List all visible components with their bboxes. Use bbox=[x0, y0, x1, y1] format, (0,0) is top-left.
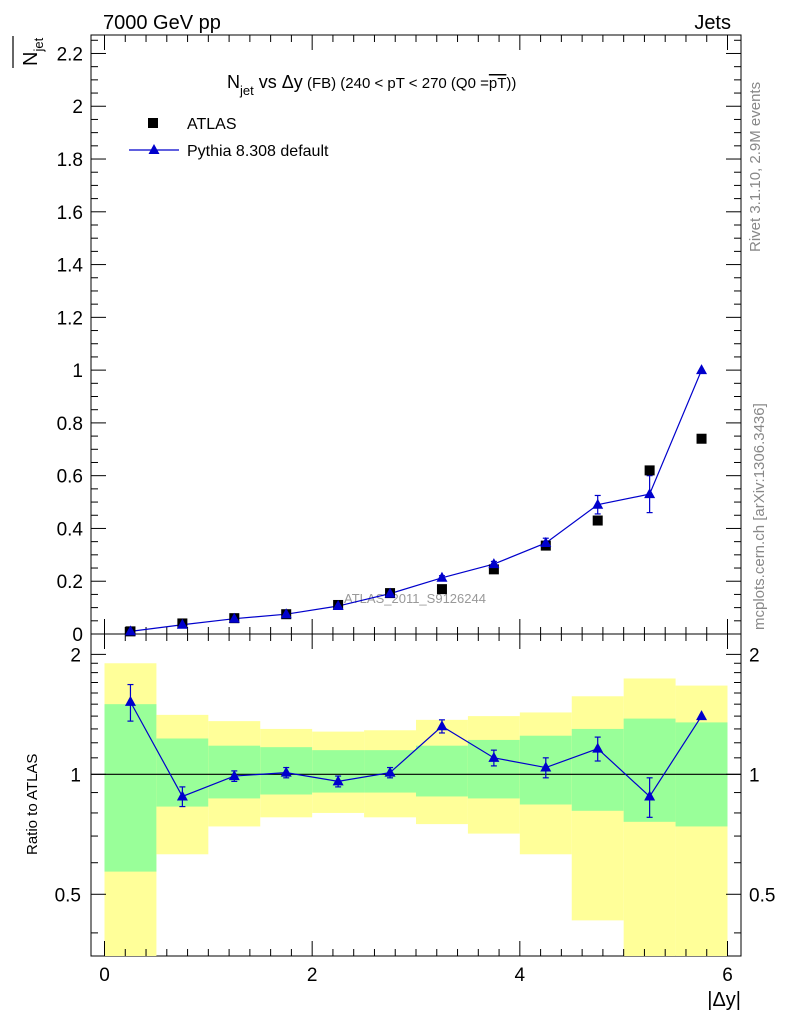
ratio-mc-point bbox=[644, 790, 656, 801]
upper-y-tick-label: 0 bbox=[72, 625, 83, 646]
mc-point bbox=[592, 498, 604, 509]
title-n: N bbox=[227, 72, 240, 92]
x-tick-label: 6 bbox=[722, 965, 733, 986]
title-fb: (FB) bbox=[303, 75, 341, 92]
legend-mc-marker bbox=[148, 144, 160, 154]
mc-point bbox=[644, 488, 656, 499]
upper-y-tick-label: 0.6 bbox=[57, 467, 83, 488]
legend-mc-label: Pythia 8.308 default bbox=[187, 143, 329, 160]
ratio-y-tick-label-left: 2 bbox=[70, 645, 81, 666]
title-over-pt: pT bbox=[489, 75, 507, 92]
upper-y-tick-label: 2 bbox=[72, 97, 83, 118]
ratio-y-tick-label-right: 0.5 bbox=[749, 885, 775, 906]
mc-point bbox=[124, 625, 136, 636]
mc-point bbox=[384, 587, 396, 598]
legend: ATLAS Pythia 8.308 default bbox=[129, 116, 329, 160]
title-cuts: (240 < pT < 270 (Q0 = bbox=[340, 75, 489, 92]
mc-point bbox=[280, 608, 292, 619]
ratio-mc-point bbox=[124, 695, 136, 706]
atlas-data-point bbox=[436, 584, 447, 595]
x-tick-label: 4 bbox=[515, 965, 526, 986]
category-label: Jets bbox=[694, 12, 731, 34]
mc-point bbox=[696, 364, 708, 375]
upper-y-tick-label: 1.6 bbox=[57, 203, 83, 224]
mc-point bbox=[488, 558, 500, 569]
x-axis-label: |Δy| bbox=[707, 989, 741, 1011]
upper-y-tick-label: 0.4 bbox=[57, 519, 84, 540]
ratio-mc-point bbox=[332, 775, 344, 786]
mc-point bbox=[228, 612, 240, 623]
legend-data-marker bbox=[148, 118, 158, 128]
ratio-mc-point bbox=[488, 751, 500, 762]
title-jet-sub: jet bbox=[239, 83, 254, 98]
ratio-band-inner bbox=[467, 739, 520, 799]
ratio-band-inner bbox=[416, 745, 468, 797]
title-delta-y: Δy bbox=[282, 72, 303, 92]
ratio-band-inner bbox=[104, 704, 157, 872]
mc-point bbox=[176, 618, 188, 629]
upper-y-label-n: Njet bbox=[20, 37, 46, 66]
upper-y-tick-label: 1.8 bbox=[57, 150, 83, 171]
atlas-data-point bbox=[488, 564, 499, 575]
x-tick-label: 2 bbox=[307, 965, 318, 986]
upper-y-tick-label: 1 bbox=[72, 361, 83, 382]
ratio-y-label: Ratio to ATLAS bbox=[24, 754, 41, 855]
mc-point bbox=[436, 571, 448, 582]
ratio-y-tick-label-right: 1 bbox=[749, 765, 760, 786]
title-vs: vs bbox=[254, 72, 282, 92]
ratio-mc-point bbox=[696, 710, 708, 721]
upper-y-tick-label: 0.2 bbox=[57, 572, 83, 593]
title-close: )) bbox=[506, 75, 516, 92]
ratio-axes: 0.5 0.5 1 1 2 2 0 2 4 6 bbox=[55, 634, 775, 986]
upper-series bbox=[124, 364, 708, 637]
ratio-mc-point bbox=[228, 770, 240, 781]
analysis-watermark: ATLAS_2011_S9126244 bbox=[344, 591, 486, 606]
ratio-mc-point bbox=[176, 790, 188, 801]
atlas-data-point bbox=[644, 465, 655, 476]
upper-y-label: Njet bbox=[20, 37, 46, 66]
rivet-label: Rivet 3.1.10, 2.9M events bbox=[747, 82, 764, 252]
ratio-mc-point bbox=[384, 766, 396, 777]
upper-y-tick-label: 2.2 bbox=[57, 44, 83, 65]
upper-y-tick-label: 0.8 bbox=[57, 414, 83, 435]
mcplots-label: mcplots.cern.ch [arXiv:1306.3436] bbox=[751, 403, 768, 630]
ratio-series bbox=[124, 683, 708, 818]
ratio-mc-line bbox=[129, 701, 703, 798]
ratio-mc-point bbox=[592, 742, 604, 753]
ratio-mc-point bbox=[436, 720, 448, 731]
ratio-y-tick-label-right: 2 bbox=[749, 645, 760, 666]
mc-point bbox=[332, 600, 344, 611]
energy-label: 7000 GeV pp bbox=[103, 12, 221, 34]
plot-title: Njet vs Δy (FB) (240 < pT < 270 (Q0 =pT)… bbox=[227, 72, 516, 98]
x-tick-label: 0 bbox=[99, 965, 110, 986]
ratio-mc-point bbox=[280, 766, 292, 777]
legend-data-label: ATLAS bbox=[187, 116, 237, 133]
ratio-mc-point bbox=[540, 761, 552, 772]
ratio-y-tick-label-left: 0.5 bbox=[55, 885, 81, 906]
upper-axes: 0 0.2 0.4 0.6 0.8 1 1.2 1.4 1.6 1.8 2 2.2 bbox=[57, 35, 741, 646]
upper-y-tick-label: 1.2 bbox=[57, 308, 83, 329]
atlas-data-point bbox=[696, 433, 707, 444]
ratio-bands bbox=[104, 663, 728, 956]
mc-point bbox=[540, 536, 552, 547]
upper-y-tick-label: 1.4 bbox=[57, 256, 84, 277]
mc-line bbox=[130, 369, 703, 632]
ratio-y-tick-label-left: 1 bbox=[70, 765, 81, 786]
atlas-data-point bbox=[592, 515, 603, 526]
